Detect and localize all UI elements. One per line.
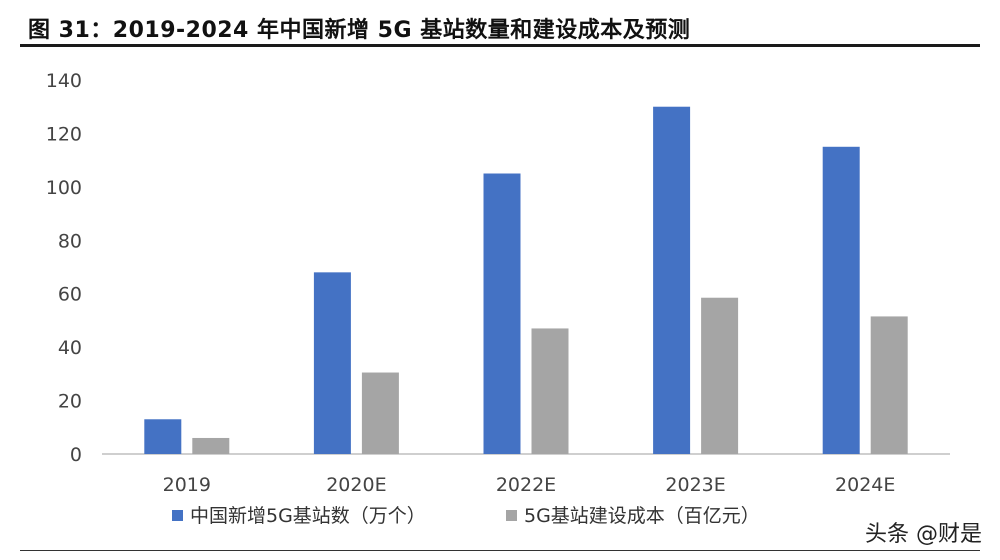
x-tick-label: 2024E (835, 474, 895, 496)
x-tick-label: 2022E (496, 474, 556, 496)
bar-stations-2023E (653, 106, 691, 454)
y-tick-label: 40 (58, 337, 82, 359)
bar-stations-2019 (144, 419, 182, 454)
bar-stations-2020E (313, 272, 351, 454)
x-tick-label: 2019 (163, 474, 211, 496)
y-tick-label: 100 (46, 177, 82, 199)
legend-swatch (172, 510, 183, 521)
y-tick-label: 20 (58, 391, 82, 413)
y-tick-label: 60 (58, 284, 82, 306)
watermark: 头条 @财是 (865, 522, 982, 547)
x-tick-label: 2023E (665, 474, 725, 496)
bar-cost-2024E (870, 316, 908, 454)
bar-cost-2023E (701, 297, 739, 454)
x-tick-label: 2020E (326, 474, 386, 496)
legend-swatch (506, 510, 517, 521)
bars (144, 106, 908, 455)
figure-title: 图 31：2019-2024 年中国新增 5G 基站数量和建设成本及预测 (28, 18, 691, 43)
x-axis: 2019 2020E 2022E 2023E 2024E (102, 453, 950, 496)
y-tick-label: 0 (70, 444, 82, 466)
legend-label: 中国新增5G基站数（万个） (190, 505, 426, 527)
legend-label: 5G基站建设成本（百亿元） (524, 505, 760, 527)
bar-stations-2022E (483, 173, 521, 454)
legend: 中国新增5G基站数（万个） 5G基站建设成本（百亿元） (172, 505, 760, 527)
bar-cost-2020E (361, 372, 399, 454)
bottom-rule (20, 550, 980, 551)
bar-cost-2019 (192, 437, 230, 454)
y-tick-label: 80 (58, 230, 82, 252)
figure-header: 图 31：2019-2024 年中国新增 5G 基站数量和建设成本及预测 (20, 8, 980, 47)
y-tick-label: 140 (46, 70, 82, 92)
y-axis: 0 20 40 60 80 100 120 140 (46, 70, 82, 466)
y-tick-label: 120 (46, 123, 82, 145)
bar-cost-2022E (531, 328, 569, 454)
bar-stations-2024E (822, 146, 860, 455)
